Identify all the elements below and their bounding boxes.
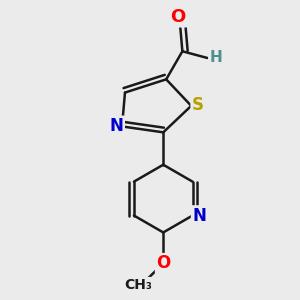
- Text: H: H: [209, 50, 222, 65]
- Text: S: S: [192, 96, 204, 114]
- Text: N: N: [192, 206, 206, 224]
- Text: N: N: [110, 117, 124, 135]
- Text: CH₃: CH₃: [124, 278, 152, 292]
- Text: O: O: [156, 254, 170, 272]
- Text: O: O: [171, 8, 186, 26]
